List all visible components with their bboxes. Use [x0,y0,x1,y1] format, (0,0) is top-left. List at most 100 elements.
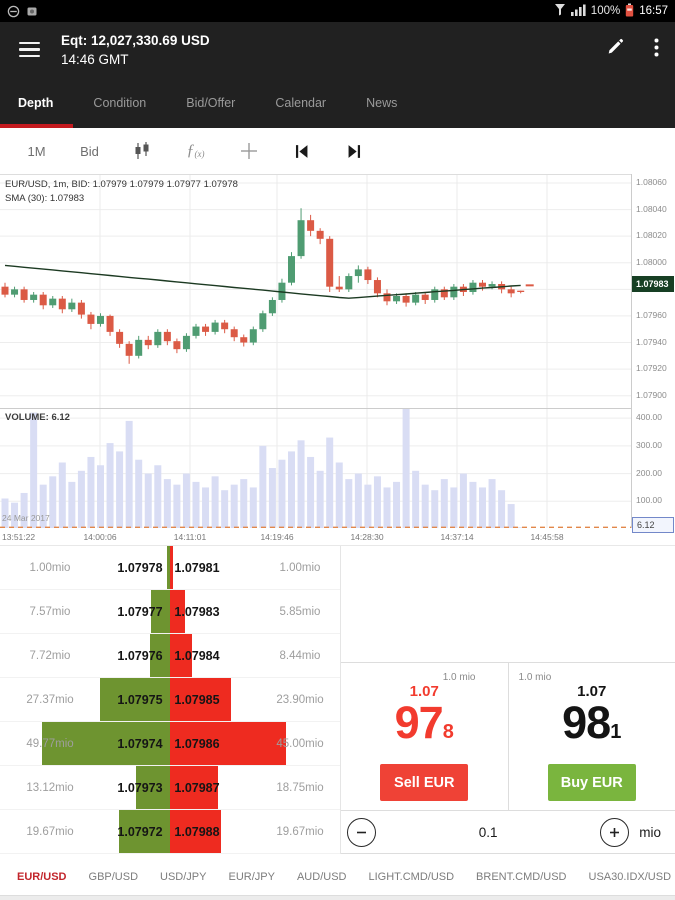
amount-decrease-button[interactable] [347,817,376,847]
buy-price-pipette: 1 [610,721,622,743]
ask-price-cell[interactable]: 1.07988 [174,825,220,839]
price-axis: 1.080601.080401.080201.080001.079801.079… [631,174,675,534]
menu-button[interactable] [0,38,61,61]
tab-calendar[interactable]: Calendar [275,95,327,110]
buy-price-prefix: 1.07 [577,683,607,700]
chart-type-button[interactable] [116,142,169,160]
bid-price-cell[interactable]: 1.07974 [117,737,163,751]
instrument-tab-eur-usd[interactable]: EUR/USD [17,870,67,883]
chart-date-label: 24 Mar 2017 [2,513,50,523]
time-tick: 14:00:06 [83,532,117,542]
status-bar: 100% 16:57 [0,0,675,22]
buy-button[interactable]: Buy EUR [547,764,636,801]
instrument-tab-eur-jpy[interactable]: EUR/JPY [228,870,275,883]
price-side-button[interactable]: Bid [80,143,99,159]
quote-cards: 1.0 mio 1.07 978 Sell EUR 1.0 mio 1.07 9… [341,662,675,810]
chart-legend-sma: SMA (30): 1.07983 [5,192,85,204]
battery-icon [625,3,634,20]
tab-condition[interactable]: Condition [93,95,147,110]
bid-volume-label: 19.67mio [26,826,74,838]
buy-price: 1.07 981 [509,683,675,754]
indicators-button[interactable]: ƒ (x) [186,142,205,159]
sell-price-prefix: 1.07 [409,683,439,700]
sell-price: 1.07 978 [341,683,508,754]
sell-price-big: 97 [394,697,444,748]
chart-toolbar: 1M Bid ƒ (x) [0,128,675,174]
dom-row: 27.37mio 1.07975 1.07985 23.90mio [0,678,340,722]
dom-row: 13.12mio 1.07973 1.07987 18.75mio [0,766,340,810]
bid-volume-bar [119,810,170,853]
overflow-menu-button[interactable] [654,38,659,62]
bottom-strip [0,895,675,900]
dom-row: 7.72mio 1.07976 1.07984 8.44mio [0,634,340,678]
ask-volume-bar [170,722,286,765]
instrument-tab-usd-jpy[interactable]: USD/JPY [160,870,207,883]
do-not-disturb-icon [7,5,20,18]
volume-tick: 200.00 [636,467,662,478]
bid-price-cell[interactable]: 1.07972 [117,825,163,839]
add-chart-button[interactable] [222,142,275,160]
price-tick: 1.07900 [636,389,667,400]
price-tick: 1.08020 [636,230,667,241]
bid-price-cell[interactable]: 1.07977 [117,605,163,619]
bid-price-cell[interactable]: 1.07975 [117,693,163,707]
volume-plot[interactable] [0,405,631,529]
price-tick: 1.07940 [636,336,667,347]
amount-value[interactable]: 0.1 [478,824,498,840]
bid-price-cell[interactable]: 1.07973 [117,781,163,795]
ask-volume-bar [170,678,232,721]
bid-price-cell[interactable]: 1.07978 [117,561,163,575]
battery-percent-label: 100% [590,5,621,17]
ask-volume-bar [170,590,186,633]
ask-price-cell[interactable]: 1.07981 [174,561,220,575]
ask-price-cell[interactable]: 1.07984 [174,649,220,663]
time-tick: 14:37:14 [440,532,474,542]
volume-chart[interactable]: VOLUME: 6.12 24 Mar 2017 [0,405,631,529]
tab-depth[interactable]: Depth [0,77,74,128]
sell-price-pipette: 8 [442,721,454,743]
tab-news[interactable]: News [366,95,398,110]
edit-button[interactable] [606,38,624,61]
instrument-tab-aud-usd[interactable]: AUD/USD [296,870,347,883]
skip-to-end-button[interactable] [328,143,381,160]
ask-price-cell[interactable]: 1.07983 [174,605,220,619]
ask-volume-bar [170,546,173,589]
current-price-badge: 1.07983 [632,276,674,293]
ask-price-cell[interactable]: 1.07986 [174,737,220,751]
buy-amount-label: 1.0 mio [518,672,552,683]
skip-to-start-button[interactable] [275,143,328,160]
ask-volume-label: 19.67mio [276,826,324,838]
ask-volume-bar [170,810,221,853]
ask-volume-bar [170,634,192,677]
trade-panel: 1.0 mio 1.07 978 Sell EUR 1.0 mio 1.07 9… [340,546,675,854]
bid-price-cell[interactable]: 1.07976 [117,649,163,663]
bid-volume-label: 1.00mio [29,562,71,574]
server-time-label: 14:46 GMT [61,51,129,67]
amount-stepper: 0.1 mio [341,810,675,854]
instrument-tab-brent-cmd-usd[interactable]: BRENT.CMD/USD [476,870,567,883]
instrument-tab-light-cmd-usd[interactable]: LIGHT.CMD/USD [368,870,455,883]
bid-volume-label: 7.72mio [29,650,71,662]
candlestick-plot[interactable] [0,175,631,409]
time-tick: 14:19:46 [260,532,294,542]
ask-price-cell[interactable]: 1.07985 [174,693,220,707]
ask-volume-label: 1.00mio [279,562,321,574]
bid-volume-bar [136,766,170,809]
instrument-tab-gbp-usd[interactable]: GBP/USD [88,870,139,883]
timeframe-button[interactable]: 1M [27,143,46,159]
time-tick: 13:51:22 [2,532,36,542]
current-volume-badge: 6.12 [632,517,674,534]
volume-legend: VOLUME: 6.12 [5,412,70,423]
amount-increase-button[interactable] [600,817,630,847]
ask-price-cell[interactable]: 1.07987 [174,781,220,795]
bid-volume-bar [150,590,170,633]
tab-bid-offer[interactable]: Bid/Offer [186,95,236,110]
sell-card: 1.0 mio 1.07 978 Sell EUR [341,663,509,810]
dom-row: 1.00mio 1.07978 1.07981 1.00mio [0,546,340,590]
dom-row: 7.57mio 1.07977 1.07983 5.85mio [0,590,340,634]
buy-card: 1.0 mio 1.07 981 Buy EUR [509,663,675,810]
price-chart[interactable]: EUR/USD, 1m, BID: 1.07979 1.07979 1.0797… [0,174,631,409]
instrument-tab-usa30-idx-usd[interactable]: USA30.IDX/USD [588,870,672,883]
sell-button[interactable]: Sell EUR [380,764,469,801]
price-tick: 1.07960 [636,309,667,320]
